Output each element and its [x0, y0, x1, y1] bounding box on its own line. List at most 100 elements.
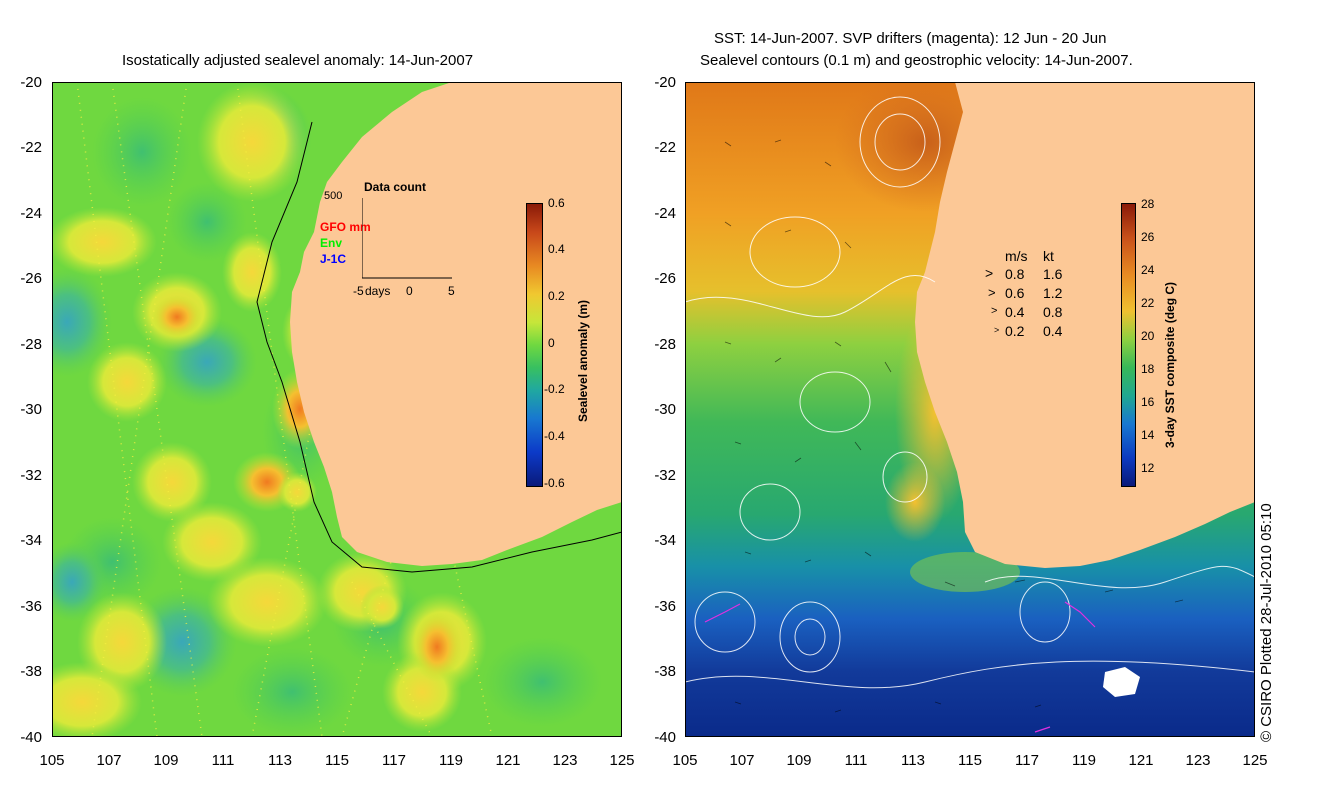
- credit-text: © CSIRO Plotted 28-Jul-2010 05:10: [1258, 503, 1275, 742]
- legend-header-ms: m/s: [1005, 248, 1028, 264]
- y-tick: -30: [654, 401, 676, 418]
- sla-cb-tick: 0.2: [548, 289, 565, 303]
- sst-colorbar: [1121, 203, 1136, 487]
- y-tick: -22: [654, 139, 676, 156]
- y-tick: -40: [20, 729, 42, 746]
- sst-cb-tick: 12: [1141, 461, 1155, 475]
- y-tick: -40: [654, 729, 676, 746]
- x-tick: 111: [844, 752, 868, 769]
- legend-ms: 0.2: [1005, 323, 1025, 339]
- legend-gfo: GFO mm: [320, 220, 371, 234]
- y-tick: -26: [20, 270, 42, 287]
- y-tick: -20: [20, 74, 42, 91]
- legend-ms: 0.8: [1005, 266, 1025, 282]
- sla-colorbar: [526, 203, 543, 487]
- sst-colorbar-ticks: 28 26 24 22 20 18 16 14 12: [1141, 197, 1171, 497]
- sst-cb-tick: 22: [1141, 296, 1155, 310]
- y-tick: -34: [654, 532, 676, 549]
- left-y-axis: -20 -22 -24 -26 -28 -30 -32 -34 -36 -38 …: [2, 74, 50, 754]
- right-x-axis: 105 107 109 111 113 115 117 119 121 123 …: [665, 752, 1285, 772]
- right-panel-title-line2: Sealevel contours (0.1 m) and geostrophi…: [700, 52, 1133, 69]
- legend-kt: 0.8: [1043, 304, 1063, 320]
- x-tick: 125: [1242, 752, 1268, 769]
- sst-cb-tick: 18: [1141, 362, 1155, 376]
- inset-xtick-m5: -5: [353, 284, 364, 298]
- sst-cb-tick: 20: [1141, 329, 1155, 343]
- x-tick: 115: [958, 752, 982, 769]
- arrow-icon: >: [988, 285, 996, 300]
- x-tick: 111: [211, 752, 235, 769]
- sst-plot: [684, 72, 1256, 737]
- legend-header-kt: kt: [1043, 248, 1054, 264]
- sla-colorbar-ticks: 0.6 0.4 0.2 0 -0.2 -0.4 -0.6: [544, 196, 588, 496]
- x-tick: 107: [96, 752, 122, 769]
- inset-ymax-label: 500: [324, 190, 343, 202]
- y-tick: -24: [654, 205, 676, 222]
- data-count-bars: [362, 198, 452, 279]
- sla-cb-tick: -0.2: [544, 382, 565, 396]
- y-tick: -38: [654, 663, 676, 680]
- y-tick: -28: [654, 336, 676, 353]
- inset-title: Data count: [364, 180, 427, 194]
- y-tick: -36: [654, 598, 676, 615]
- arrow-icon: >: [985, 265, 994, 281]
- legend-j1c: J-1C: [320, 252, 347, 266]
- left-panel-title: Isostatically adjusted sealevel anomaly:…: [122, 52, 474, 69]
- x-tick: 117: [382, 752, 406, 769]
- y-tick: -36: [20, 598, 42, 615]
- sst-colorbar-label: 3-day SST composite (deg C): [1163, 281, 1177, 448]
- sst-cb-tick: 24: [1141, 263, 1155, 277]
- sst-cb-tick: 28: [1141, 197, 1155, 211]
- x-tick: 107: [729, 752, 755, 769]
- x-tick: 119: [439, 752, 463, 769]
- data-count-inset: Data count 500 GFO mm Env J-1C -5 days 0…: [318, 178, 468, 298]
- sst-cb-tick: 14: [1141, 428, 1155, 442]
- arrow-icon: >: [991, 305, 998, 317]
- sla-colorbar-label: Sealevel anomaly (m): [576, 299, 590, 422]
- sla-cb-tick: -0.6: [544, 476, 565, 490]
- legend-env: Env: [320, 236, 343, 250]
- y-tick: -26: [654, 270, 676, 287]
- y-tick: -32: [654, 467, 676, 484]
- arrow-icon: >: [994, 325, 1000, 335]
- x-tick: 125: [609, 752, 635, 769]
- legend-kt: 1.2: [1043, 285, 1063, 301]
- sla-cb-tick: -0.4: [544, 429, 565, 443]
- x-tick: 109: [786, 752, 812, 769]
- y-tick: -24: [20, 205, 42, 222]
- x-tick: 109: [153, 752, 179, 769]
- y-tick: -22: [20, 139, 42, 156]
- inset-xtick-5: 5: [448, 284, 455, 298]
- sla-cb-tick: 0.4: [548, 242, 565, 256]
- y-tick: -34: [20, 532, 42, 549]
- x-tick: 105: [39, 752, 65, 769]
- legend-ms: 0.4: [1005, 304, 1025, 320]
- right-panel-title-line1: SST: 14-Jun-2007. SVP drifters (magenta)…: [714, 30, 1107, 47]
- y-tick: -30: [20, 401, 42, 418]
- sla-cb-tick: 0: [548, 336, 555, 350]
- x-tick: 121: [1128, 752, 1154, 769]
- y-tick: -38: [20, 663, 42, 680]
- velocity-legend: m/s kt > 0.8 1.6 > 0.6 1.2 > 0.4 0.8 > 0…: [985, 248, 1080, 348]
- x-tick: 121: [495, 752, 521, 769]
- right-y-axis: -20 -22 -24 -26 -28 -30 -32 -34 -36 -38 …: [636, 74, 684, 754]
- inset-xtick-0: 0: [406, 284, 413, 298]
- legend-kt: 0.4: [1043, 323, 1063, 339]
- y-tick: -20: [654, 74, 676, 91]
- x-tick: 123: [552, 752, 578, 769]
- x-tick: 123: [1185, 752, 1211, 769]
- x-tick: 113: [268, 752, 292, 769]
- left-x-axis: 105 107 109 111 113 115 117 119 121 123 …: [32, 752, 652, 772]
- legend-kt: 1.6: [1043, 266, 1063, 282]
- sst-cb-tick: 26: [1141, 230, 1155, 244]
- y-tick: -28: [20, 336, 42, 353]
- legend-ms: 0.6: [1005, 285, 1025, 301]
- y-tick: -32: [20, 467, 42, 484]
- sst-map: [684, 72, 1256, 737]
- x-tick: 115: [325, 752, 349, 769]
- sst-cb-tick: 16: [1141, 395, 1155, 409]
- sla-cb-tick: 0.6: [548, 196, 565, 210]
- inset-xtick-days: days: [365, 284, 391, 298]
- x-tick: 113: [901, 752, 925, 769]
- x-tick: 117: [1015, 752, 1039, 769]
